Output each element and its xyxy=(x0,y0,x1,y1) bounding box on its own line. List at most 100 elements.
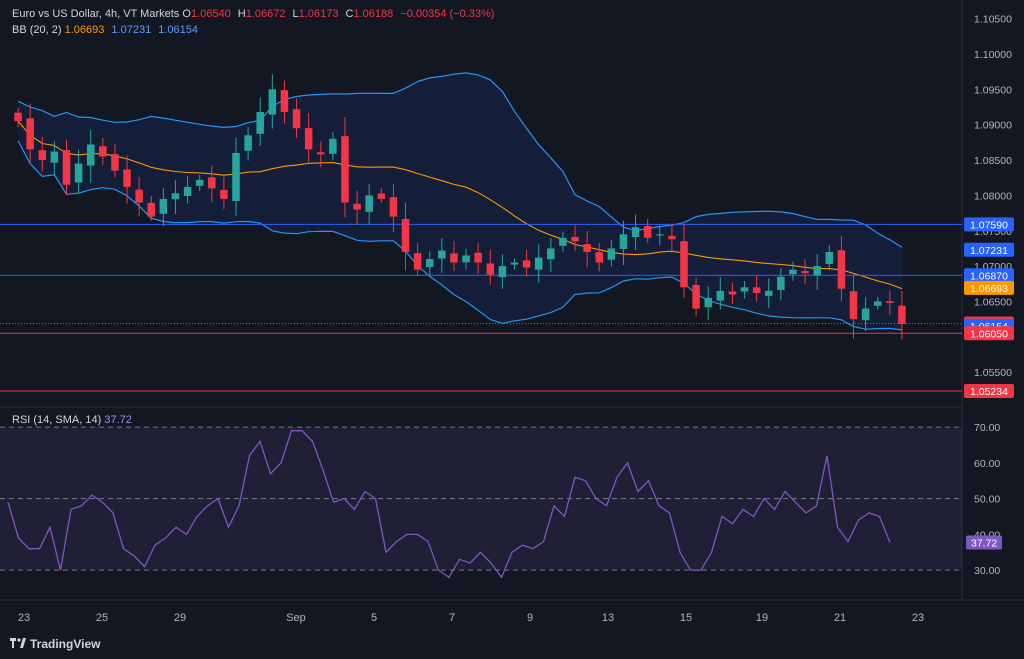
tradingview-logo[interactable]: TradingView xyxy=(10,637,100,651)
candle-body xyxy=(268,89,277,115)
candle[interactable] xyxy=(619,220,628,266)
candle[interactable] xyxy=(62,139,71,196)
candle[interactable] xyxy=(256,97,264,147)
candle[interactable] xyxy=(716,277,725,310)
candle[interactable] xyxy=(50,141,59,175)
candle[interactable] xyxy=(510,258,519,270)
candle-body xyxy=(208,177,216,189)
candle[interactable] xyxy=(861,297,870,332)
candle[interactable] xyxy=(26,103,34,163)
price-label-badge[interactable]: 1.05234 xyxy=(964,383,1014,398)
candle[interactable] xyxy=(607,239,616,267)
candle[interactable] xyxy=(559,231,567,252)
price-change: −0.00354 (−0.33%) xyxy=(400,8,495,20)
candle[interactable] xyxy=(668,223,676,253)
candle[interactable] xyxy=(643,218,652,243)
candle[interactable] xyxy=(377,188,386,203)
candle[interactable] xyxy=(268,74,277,129)
candle[interactable] xyxy=(111,144,119,178)
candle[interactable] xyxy=(304,113,313,163)
candlestick-series[interactable] xyxy=(14,74,906,340)
candle[interactable] xyxy=(99,137,107,166)
price-label-badge[interactable]: 1.07231 xyxy=(964,242,1014,257)
candle[interactable] xyxy=(86,129,95,183)
candle[interactable] xyxy=(195,174,204,192)
candle[interactable] xyxy=(825,245,834,271)
candle[interactable] xyxy=(789,261,797,281)
candle[interactable] xyxy=(450,240,458,272)
candle[interactable] xyxy=(583,231,591,268)
rsi-badge-bg xyxy=(966,535,1002,550)
time-tick-label: 25 xyxy=(96,612,108,624)
candle[interactable] xyxy=(220,176,228,210)
candle[interactable] xyxy=(341,117,349,218)
candle[interactable] xyxy=(680,224,688,298)
candle[interactable] xyxy=(595,243,603,272)
candle[interactable] xyxy=(413,243,422,276)
candle[interactable] xyxy=(765,278,773,309)
candle[interactable] xyxy=(571,225,579,252)
candle[interactable] xyxy=(873,296,882,310)
price-label-badge[interactable]: 1.07590 xyxy=(964,217,1014,232)
candle[interactable] xyxy=(522,249,531,277)
price-label-badge[interactable]: 1.06693 xyxy=(964,280,1014,295)
candle[interactable] xyxy=(183,176,192,204)
candle[interactable] xyxy=(656,225,664,246)
candle[interactable] xyxy=(534,243,543,283)
candle-body xyxy=(789,269,797,275)
candle[interactable] xyxy=(353,190,361,225)
candle[interactable] xyxy=(232,137,240,217)
candle[interactable] xyxy=(365,183,373,225)
candle[interactable] xyxy=(631,214,640,250)
candle[interactable] xyxy=(280,80,289,124)
candle[interactable] xyxy=(171,180,180,215)
candle[interactable] xyxy=(208,165,216,203)
candle[interactable] xyxy=(329,132,337,161)
candle[interactable] xyxy=(752,275,761,302)
price-label-badge[interactable]: 1.06870 xyxy=(964,268,1014,283)
candle[interactable] xyxy=(849,275,858,339)
rsi-value-badge[interactable]: 37.72 xyxy=(966,535,1002,550)
candle[interactable] xyxy=(317,141,325,168)
candle[interactable] xyxy=(14,107,22,127)
candle[interactable] xyxy=(462,248,470,270)
candle[interactable] xyxy=(389,183,398,232)
price-label-text: 1.07590 xyxy=(970,219,1008,231)
rsi-tick-label: 30.00 xyxy=(974,565,1000,577)
candle[interactable] xyxy=(123,155,131,204)
candle[interactable] xyxy=(292,98,301,138)
candle[interactable] xyxy=(498,254,507,289)
candle[interactable] xyxy=(886,290,894,316)
candle[interactable] xyxy=(438,237,446,273)
candle-body xyxy=(425,259,434,267)
candle[interactable] xyxy=(704,286,712,321)
candle[interactable] xyxy=(898,291,906,340)
candle[interactable] xyxy=(692,277,700,317)
price-label-badge[interactable]: 1.06050 xyxy=(964,326,1014,341)
candle[interactable] xyxy=(401,202,410,271)
candle[interactable] xyxy=(147,195,155,221)
candle[interactable] xyxy=(38,136,47,172)
time-tick-label: 21 xyxy=(834,612,846,624)
candle[interactable] xyxy=(777,267,785,301)
candle[interactable] xyxy=(474,243,482,274)
candle[interactable] xyxy=(728,282,737,304)
candle[interactable] xyxy=(135,176,143,217)
candle[interactable] xyxy=(547,238,555,272)
candle-body xyxy=(365,195,373,212)
candle[interactable] xyxy=(244,127,252,161)
candle[interactable] xyxy=(425,251,434,276)
candle[interactable] xyxy=(740,281,749,299)
candle-body xyxy=(244,135,252,151)
candle-body xyxy=(498,266,507,278)
candle[interactable] xyxy=(486,249,495,285)
candle[interactable] xyxy=(159,187,168,227)
candle[interactable] xyxy=(74,149,83,194)
candle[interactable] xyxy=(813,254,821,290)
candle-body xyxy=(849,291,858,320)
candle[interactable] xyxy=(837,235,846,302)
time-axis[interactable]: 23 25 29 Sep 5 7 9 13 15 19 21 23 xyxy=(18,612,924,624)
candle[interactable] xyxy=(801,259,809,285)
